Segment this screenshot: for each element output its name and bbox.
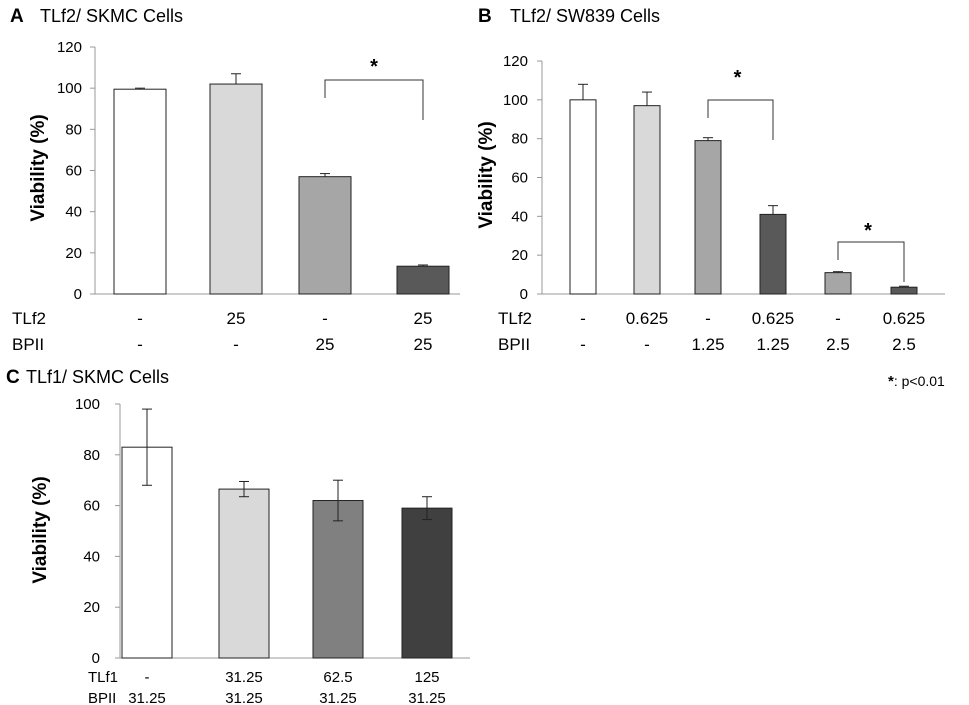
bar	[298, 176, 352, 295]
condition-row-label: TLf1	[88, 669, 118, 686]
y-tick-label: 120	[503, 53, 528, 70]
y-tick-label: 40	[83, 548, 100, 565]
bar	[633, 105, 661, 295]
significance-bracket	[707, 99, 774, 140]
y-axis-label-c: Viability (%)	[30, 476, 51, 583]
y-tick-label: 120	[57, 39, 82, 56]
condition-row-label: TLf2	[498, 309, 532, 328]
significance-star: *	[370, 56, 378, 78]
condition-value: 25	[414, 309, 433, 328]
chart-title-a: TLf2/ SKMC Cells	[40, 6, 183, 26]
bar	[113, 88, 167, 295]
y-axis-label-a: Viability (%)	[28, 114, 49, 221]
condition-value: -	[322, 309, 328, 328]
y-tick-label: 60	[65, 163, 82, 180]
condition-value: -	[705, 309, 711, 328]
condition-value: -	[233, 335, 239, 354]
bar	[890, 286, 918, 295]
bar	[209, 83, 263, 295]
condition-value: -	[835, 309, 841, 328]
y-tick-label: 80	[83, 447, 100, 464]
bar	[759, 213, 787, 295]
condition-value: -	[145, 669, 150, 686]
condition-value: 1.25	[691, 335, 724, 354]
y-tick-label: 100	[57, 80, 82, 97]
condition-row-label: BPII	[88, 690, 116, 705]
panel-label-a: A	[10, 6, 24, 27]
chart-title-b: TLf2/ SW839 Cells	[510, 6, 660, 26]
panel-label-b: B	[478, 6, 492, 27]
bar	[824, 272, 852, 295]
y-tick-label: 20	[511, 247, 528, 264]
y-tick-label: 100	[503, 92, 528, 109]
bar	[312, 500, 364, 659]
significance-footnote: *: p<0.01	[888, 373, 945, 390]
condition-value: 31.25	[225, 690, 263, 705]
y-tick-label: 20	[65, 245, 82, 262]
condition-value: 125	[414, 669, 439, 686]
y-tick-label: 40	[511, 208, 528, 225]
y-tick-label: 20	[83, 599, 100, 616]
y-axis-label-b: Viability (%)	[476, 121, 497, 228]
bar	[569, 99, 597, 295]
condition-value: -	[644, 335, 650, 354]
panel-label-c: C	[6, 367, 20, 388]
condition-value: 25	[414, 335, 433, 354]
y-tick-label: 80	[65, 121, 82, 138]
condition-value: -	[580, 309, 586, 328]
condition-value: 31.25	[319, 690, 357, 705]
panel-b: B TLf2/ SW839 Cells 0 20 40 60 80 100 120 Viabili…	[476, 6, 945, 354]
bar	[218, 488, 270, 659]
condition-value: 0.625	[883, 309, 926, 328]
bar	[396, 265, 450, 295]
condition-value: 31.25	[408, 690, 446, 705]
y-tick-label: 60	[83, 498, 100, 515]
significance-star: *	[864, 220, 872, 242]
condition-value: -	[137, 309, 143, 328]
condition-value: 0.625	[752, 309, 795, 328]
condition-value: 2.5	[826, 335, 850, 354]
y-tick-label: 40	[65, 204, 82, 221]
significance-bracket	[324, 79, 424, 120]
condition-row-label: BPII	[12, 335, 44, 354]
condition-row-label: BPII	[498, 335, 530, 354]
significance-bracket	[837, 241, 905, 282]
condition-value: 1.25	[756, 335, 789, 354]
y-tick-label: 100	[75, 396, 100, 413]
y-tick-label: 60	[511, 170, 528, 187]
y-tick-label: 0	[520, 286, 528, 303]
condition-value: 2.5	[892, 335, 916, 354]
bar	[401, 507, 453, 659]
condition-row-label: TLf2	[12, 309, 46, 328]
condition-value: 25	[227, 309, 246, 328]
condition-value: -	[137, 335, 143, 354]
chart-title-c: TLf1/ SKMC Cells	[26, 367, 169, 387]
condition-value: 62.5	[323, 669, 352, 686]
panel-a: A TLf2/ SKMC Cells 0 20 40 60 80 100 120 Viabilit…	[10, 6, 460, 354]
condition-value: 31.25	[128, 690, 166, 705]
y-tick-label: 80	[511, 131, 528, 148]
condition-value: 0.625	[626, 309, 669, 328]
condition-value: 25	[316, 335, 335, 354]
bar	[694, 140, 722, 295]
panel-c: C TLf1/ SKMC Cells 0 20 40 60 80 100 Viability (…	[6, 367, 470, 705]
y-tick-label: 0	[74, 286, 82, 303]
condition-value: -	[580, 335, 586, 354]
condition-value: 31.25	[225, 669, 263, 686]
significance-star: *	[734, 67, 742, 89]
y-tick-label: 0	[92, 650, 100, 667]
